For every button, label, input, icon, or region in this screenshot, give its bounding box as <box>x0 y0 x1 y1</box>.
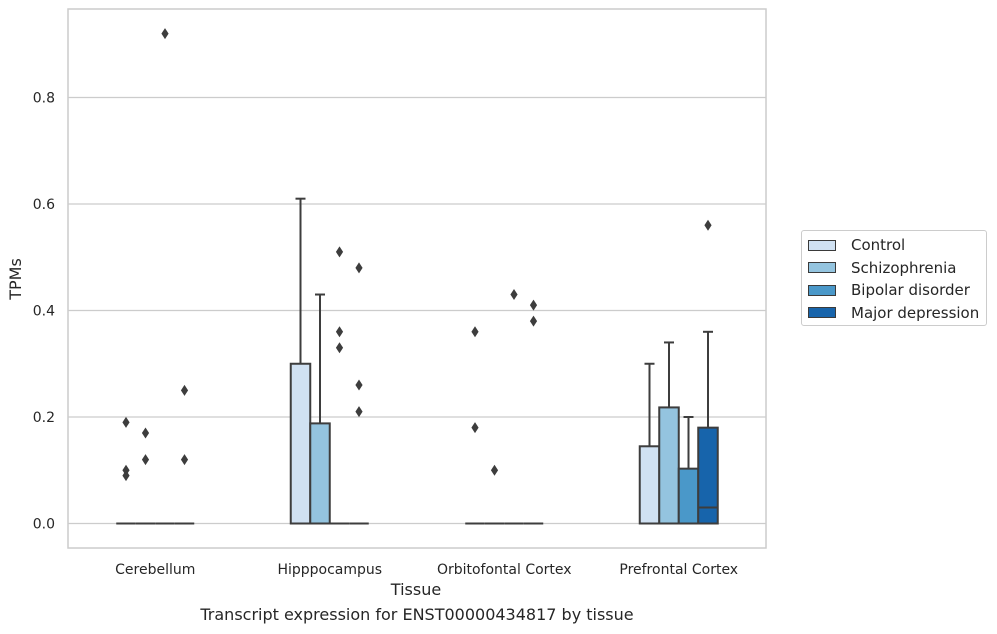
box-3-3 <box>697 426 719 525</box>
box-0-1 <box>289 362 312 525</box>
outlier-point <box>161 28 169 40</box>
outlier-point <box>529 299 538 311</box>
y-tick-label: 0.8 <box>33 91 55 107</box>
outlier-point <box>704 219 712 231</box>
box-1-1 <box>309 422 331 525</box>
outlier-point <box>122 470 130 482</box>
box-0-3 <box>638 445 661 525</box>
y-tick-label: 0.4 <box>33 304 55 320</box>
outlier-point <box>471 326 479 338</box>
outlier-point <box>180 384 189 396</box>
box-1-3 <box>658 406 680 525</box>
y-tick-label: 0.6 <box>33 197 55 213</box>
outlier-point <box>335 326 344 338</box>
outlier-point <box>335 342 344 354</box>
y-tick-labels: 0.0 0.2 0.4 0.6 0.8 <box>33 91 55 533</box>
box-2-3 <box>677 467 700 525</box>
outlier-point <box>180 454 189 466</box>
legend: Control Schizophrenia Bipolar disorder Majo… <box>801 230 987 326</box>
legend-label: Schizophrenia <box>851 258 957 277</box>
chart-caption: Transcript expression for ENST0000043481… <box>200 605 634 624</box>
outlier-point <box>471 422 479 434</box>
legend-swatch <box>808 284 836 296</box>
legend-item: Major depression <box>808 302 986 325</box>
outlier-point <box>510 289 518 301</box>
x-axis-label: Tissue <box>390 580 441 599</box>
legend-item: Control <box>808 234 986 257</box>
outlier-point <box>355 262 363 274</box>
legend-label: Control <box>851 236 906 255</box>
y-axis-label: TPMs <box>6 258 25 301</box>
x-tick-label: Cerebellum <box>115 562 195 578</box>
box-series <box>116 28 719 525</box>
x-tick-label: Hipppocampus <box>277 562 382 578</box>
x-tick-labels: Cerebellum Hipppocampus Orbitofontal Corte… <box>115 562 738 578</box>
outlier-point <box>355 379 363 391</box>
outlier-point <box>355 406 363 418</box>
legend-item: Bipolar disorder <box>808 279 986 302</box>
outlier-point <box>141 427 150 439</box>
outlier-point <box>335 246 344 258</box>
legend-swatch <box>808 307 836 319</box>
x-tick-label: Prefrontal Cortex <box>619 562 738 578</box>
legend-label: Major depression <box>851 303 980 322</box>
x-tick-label: Orbitofontal Cortex <box>437 562 572 578</box>
legend-swatch <box>808 239 836 251</box>
outlier-point <box>141 454 150 466</box>
outlier-point <box>529 315 538 327</box>
outlier-point <box>490 464 499 476</box>
legend-item: Schizophrenia <box>808 257 986 280</box>
legend-label: Bipolar disorder <box>851 281 970 300</box>
outlier-point <box>122 416 130 428</box>
y-tick-label: 0.2 <box>33 410 55 426</box>
plot-frame <box>67 8 767 549</box>
legend-swatch <box>808 262 836 274</box>
y-tick-label: 0.0 <box>33 517 55 533</box>
